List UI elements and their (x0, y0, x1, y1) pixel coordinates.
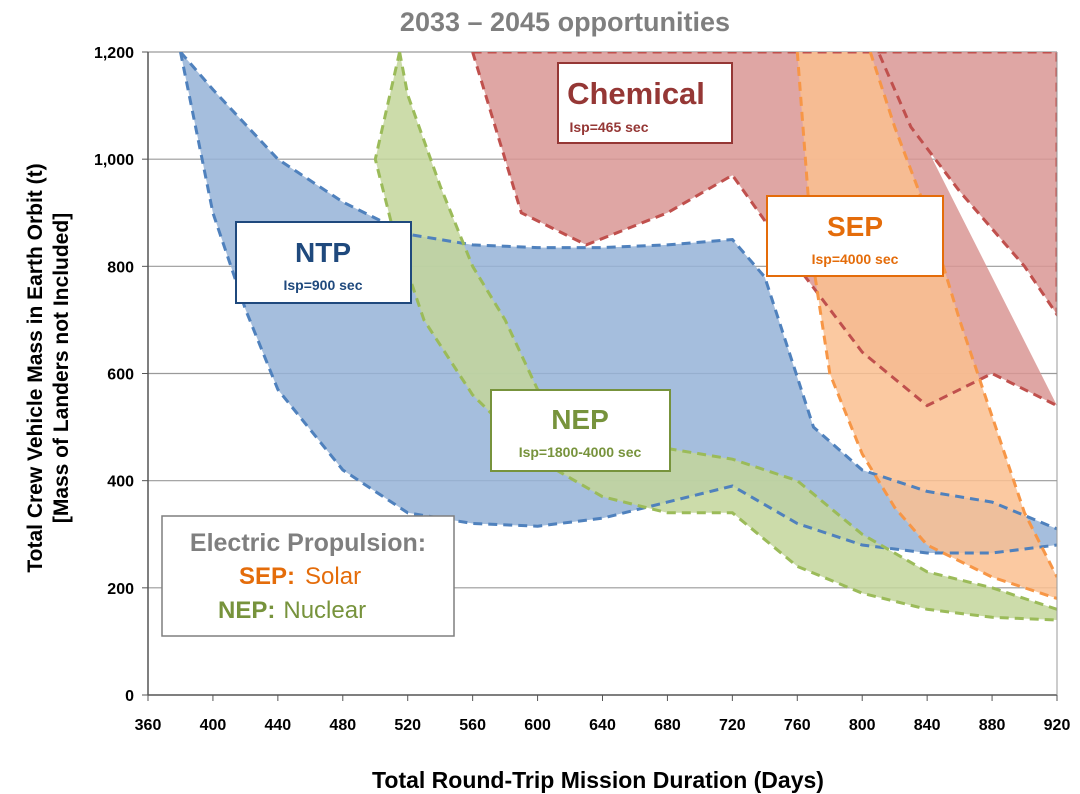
legend-nep-colon: : (267, 597, 275, 624)
legend-sep-colon: : (287, 563, 295, 590)
x-tick-label-800: 800 (849, 717, 876, 734)
x-tick-label-720: 720 (719, 717, 746, 734)
x-tick-label-520: 520 (394, 717, 421, 734)
legend-nep-line: NEP: Nuclear (218, 597, 366, 624)
series-outlines (179, 52, 1057, 622)
label-chemical-isp: Isp=465 sec (569, 119, 648, 135)
area-ntp (180, 52, 1057, 553)
y-tick-label-1000: 1,000 (94, 152, 134, 169)
label-box-nep: NEP Isp=1800-4000 sec (490, 389, 671, 472)
label-sep-name: SEP (827, 211, 883, 242)
line-sep-lower (795, 52, 1057, 600)
y-tick-label-0: 0 (125, 688, 134, 705)
y-tick-label-200: 200 (107, 581, 134, 598)
legend-nep-abbr: NEP (218, 597, 267, 624)
x-tick-label-640: 640 (589, 717, 616, 734)
chart-title: 2033 – 2045 opportunities (400, 7, 730, 37)
area-sep (797, 52, 1057, 599)
axes (142, 51, 1058, 701)
y-axis-label-line1: Total Crew Vehicle Mass in Earth Orbit (… (24, 163, 47, 572)
label-sep-isp: Isp=4000 sec (812, 251, 899, 267)
legend-sep-desc: Solar (305, 563, 361, 590)
electric-propulsion-title: Electric Propulsion: (190, 529, 426, 557)
label-chemical-name: Chemical (567, 76, 705, 111)
x-tick-label-440: 440 (265, 717, 292, 734)
label-nep-isp: Isp=1800-4000 sec (519, 444, 642, 460)
x-tick-label-600: 600 (524, 717, 551, 734)
line-ntp-lower (179, 52, 1057, 555)
y-axis-label: Total Crew Vehicle Mass in Earth Orbit (… (24, 163, 73, 572)
label-ntp-isp: Isp=900 sec (283, 277, 362, 293)
legend-nep-desc: Nuclear (283, 597, 366, 624)
x-axis-label: Total Round-Trip Mission Duration (Days) (372, 767, 824, 793)
x-tick-label-680: 680 (654, 717, 681, 734)
line-chemical-upper (472, 52, 1057, 318)
electric-propulsion-box: Electric Propulsion: SEP: Solar NEP: Nucle… (161, 515, 455, 637)
x-tick-label-400: 400 (200, 717, 227, 734)
x-tick-label-880: 880 (979, 717, 1006, 734)
x-tick-label-920: 920 (1044, 717, 1071, 734)
line-ntp-upper (179, 52, 1057, 531)
label-ntp-name: NTP (295, 237, 351, 268)
label-box-chemical: Chemical Isp=465 sec (557, 62, 733, 144)
legend-sep-line: SEP: Solar (239, 563, 361, 590)
label-box-sep: SEP Isp=4000 sec (766, 195, 944, 277)
x-tick-label-480: 480 (329, 717, 356, 734)
label-nep-name: NEP (551, 404, 609, 435)
y-tick-label-400: 400 (107, 474, 134, 491)
label-box-ntp: NTP Isp=900 sec (235, 221, 412, 304)
x-tick-label-840: 840 (914, 717, 941, 734)
x-tick-label-360: 360 (135, 717, 162, 734)
y-tick-label-800: 800 (107, 259, 134, 276)
line-nep-upper (398, 52, 1057, 611)
line-nep-lower (373, 52, 1057, 622)
line-sep-upper (868, 52, 1057, 578)
legend-sep-abbr: SEP (239, 563, 287, 590)
line-chemical-lower (471, 52, 1057, 408)
y-tick-labels: 0 200 400 600 800 1,000 1,200 (94, 45, 134, 705)
x-tick-label-760: 760 (784, 717, 811, 734)
x-tick-labels: 360 400 440 480 520 560 600 640 680 720 760 800 840 8… (135, 717, 1071, 734)
y-axis-label-line2: [Mass of Landers not Included] (50, 213, 73, 523)
y-tick-label-600: 600 (107, 367, 134, 384)
y-tick-label-1200: 1,200 (94, 45, 134, 62)
x-tick-label-560: 560 (459, 717, 486, 734)
